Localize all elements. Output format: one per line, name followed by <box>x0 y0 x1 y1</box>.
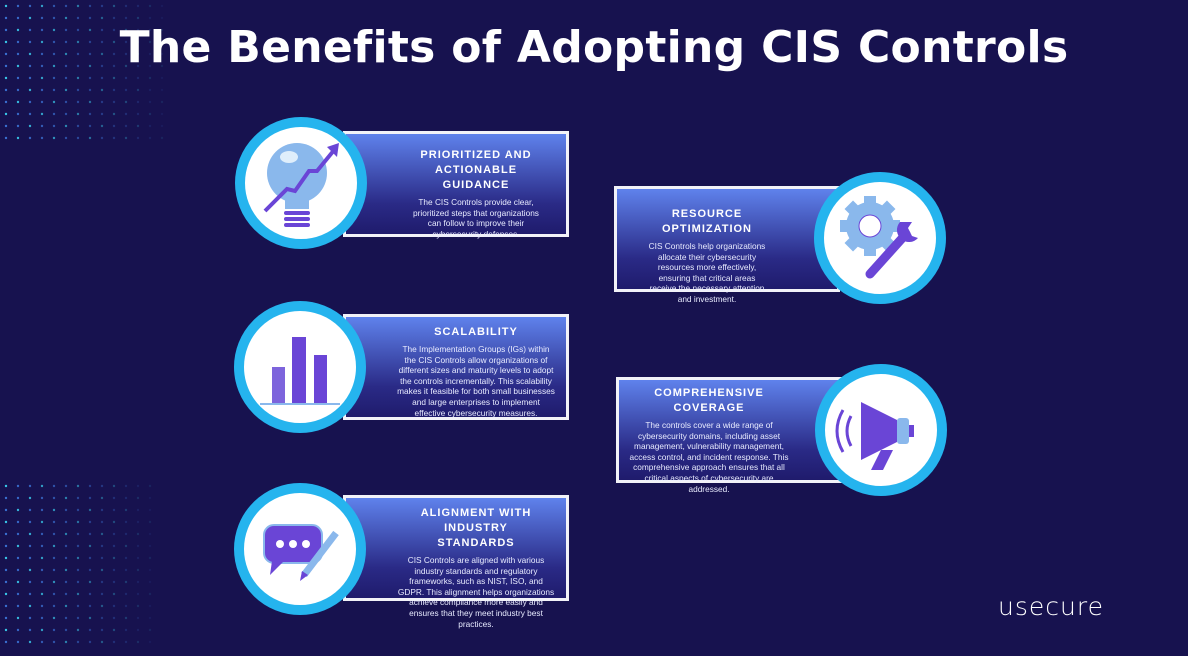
bar-chart-icon <box>234 301 366 433</box>
benefit-text: The CIS Controls provide clear, prioriti… <box>413 197 539 239</box>
megaphone-icon <box>815 364 947 496</box>
benefit-card-scalability: SCALABILITY The Implementation Groups (I… <box>343 314 569 420</box>
lightbulb-growth-icon <box>235 117 367 249</box>
benefit-card-guidance: PRIORITIZED AND ACTIONABLE GUIDANCE The … <box>343 131 569 239</box>
page-title: The Benefits of Adopting CIS Controls <box>119 22 1069 73</box>
benefit-card-resource: RESOURCE OPTIMIZATION CIS Controls help … <box>614 186 840 304</box>
benefit-text: CIS Controls help organizations allocate… <box>648 241 766 304</box>
benefit-card-coverage: COMPREHENSIVE COVERAGE The controls cove… <box>616 377 842 494</box>
benefit-text: The Implementation Groups (IGs) within t… <box>397 344 555 418</box>
dot-pattern-bottom <box>4 484 152 644</box>
benefit-title: ALIGNMENT WITH INDUSTRY STANDARDS <box>420 507 532 549</box>
benefit-text: CIS Controls are aligned with various in… <box>397 555 555 629</box>
benefit-title: RESOURCE OPTIMIZATION <box>661 208 752 235</box>
benefit-text: The controls cover a wide range of cyber… <box>629 420 789 494</box>
benefit-title: PRIORITIZED AND ACTIONABLE GUIDANCE <box>420 149 532 191</box>
chat-pencil-icon <box>234 483 366 615</box>
dot-pattern-top <box>4 4 164 140</box>
gear-wrench-icon <box>814 172 946 304</box>
benefit-card-alignment: ALIGNMENT WITH INDUSTRY STANDARDS CIS Co… <box>343 495 569 629</box>
usecure-logo: usecure <box>998 592 1104 621</box>
benefit-title: COMPREHENSIVE COVERAGE <box>654 387 764 414</box>
benefit-title: SCALABILITY <box>434 326 518 338</box>
